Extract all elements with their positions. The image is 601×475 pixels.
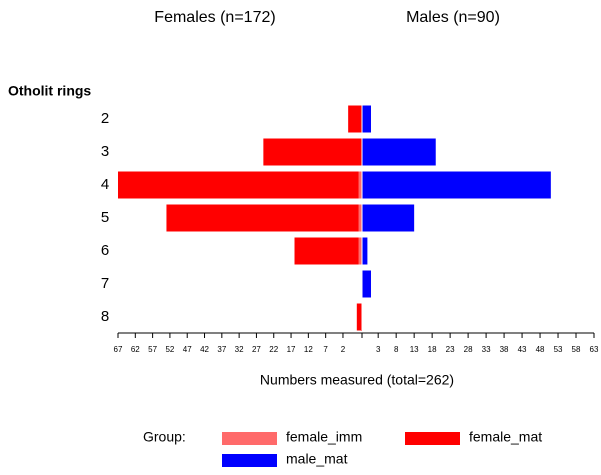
y-tick-label: 6 bbox=[101, 242, 109, 259]
x-tick-label: 13 bbox=[410, 345, 419, 354]
x-tick-label: 67 bbox=[114, 345, 123, 354]
legend-label: female_mat bbox=[469, 429, 542, 445]
bar bbox=[118, 171, 362, 199]
x-tick-label: 52 bbox=[165, 345, 174, 354]
legend-swatch bbox=[405, 432, 460, 445]
bar bbox=[362, 237, 368, 265]
x-tick-label: 7 bbox=[323, 345, 328, 354]
bar bbox=[362, 138, 436, 166]
legend-title: Group: bbox=[143, 429, 186, 445]
y-tick-label: 2 bbox=[101, 110, 109, 127]
x-tick-label: 3 bbox=[376, 345, 381, 354]
x-tick-label: 8 bbox=[394, 345, 399, 354]
x-tick-label: 62 bbox=[131, 345, 140, 354]
x-tick-label: 38 bbox=[500, 345, 509, 354]
bar bbox=[362, 105, 371, 133]
legend-swatch bbox=[222, 432, 277, 445]
x-tick-label: 28 bbox=[464, 345, 473, 354]
bar bbox=[362, 204, 415, 232]
x-tick-label: 12 bbox=[304, 345, 313, 354]
bar bbox=[348, 105, 362, 133]
bar bbox=[362, 171, 551, 199]
x-tick-label: 48 bbox=[536, 345, 545, 354]
x-tick-label: 33 bbox=[482, 345, 491, 354]
legend-label: male_mat bbox=[286, 451, 348, 467]
x-tick-label: 23 bbox=[446, 345, 455, 354]
y-tick-label: 8 bbox=[101, 308, 109, 325]
y-tick-label: 5 bbox=[101, 209, 109, 226]
bar bbox=[358, 237, 362, 265]
bar bbox=[356, 303, 362, 331]
bar bbox=[166, 204, 362, 232]
y-tick-label: 3 bbox=[101, 143, 109, 160]
title-right: Males (n=90) bbox=[406, 9, 500, 26]
x-axis-title: Numbers measured (total=262) bbox=[260, 372, 454, 388]
bar bbox=[263, 138, 362, 166]
legend-label: female_imm bbox=[286, 429, 362, 445]
x-tick-label: 53 bbox=[554, 345, 563, 354]
x-tick-label: 42 bbox=[200, 345, 209, 354]
x-tick-label: 18 bbox=[428, 345, 437, 354]
x-tick-label: 2 bbox=[341, 345, 346, 354]
x-tick-label: 47 bbox=[183, 345, 192, 354]
x-tick-label: 22 bbox=[269, 345, 278, 354]
x-tick-label: 43 bbox=[518, 345, 527, 354]
x-tick-label: 32 bbox=[235, 345, 244, 354]
bar bbox=[358, 204, 362, 232]
y-tick-label: 7 bbox=[101, 275, 109, 292]
x-tick-label: 17 bbox=[287, 345, 296, 354]
x-tick-label: 27 bbox=[252, 345, 261, 354]
x-tick-label: 37 bbox=[217, 345, 226, 354]
bar bbox=[294, 237, 362, 265]
x-tick-label: 63 bbox=[590, 345, 599, 354]
legend-swatch bbox=[222, 454, 277, 467]
x-tick-label: 57 bbox=[148, 345, 157, 354]
title-left: Females (n=172) bbox=[154, 9, 275, 26]
y-axis-title: Otholit rings bbox=[8, 83, 91, 99]
x-tick-label: 58 bbox=[572, 345, 581, 354]
bar bbox=[362, 270, 371, 298]
y-tick-label: 4 bbox=[101, 176, 109, 193]
bar bbox=[358, 171, 362, 199]
